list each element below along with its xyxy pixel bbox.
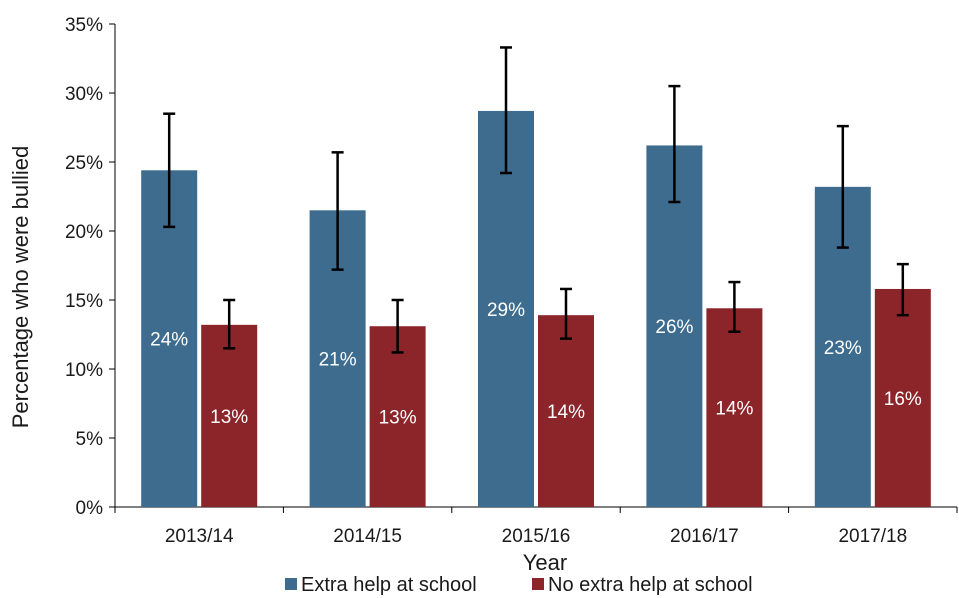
x-axis-title: Year <box>523 550 567 575</box>
y-tick-label: 25% <box>65 153 103 174</box>
x-tick-label: 2017/18 <box>838 526 907 547</box>
x-tick-label: 2013/14 <box>165 526 234 547</box>
data-label: 14% <box>715 399 753 420</box>
y-tick-label: 10% <box>65 360 103 381</box>
y-tick-label: 30% <box>65 84 103 105</box>
legend-swatch-extra-help <box>285 578 297 590</box>
y-tick-label: 0% <box>76 498 104 519</box>
bar <box>369 326 426 507</box>
data-labels: 24% 21% 29% 26% 23% 13% 13% 14% 14% 16% <box>150 300 922 429</box>
data-label: 13% <box>379 408 417 429</box>
legend-label-extra-help: Extra help at school <box>301 574 477 596</box>
bar <box>478 110 534 507</box>
error-bars <box>163 46 909 354</box>
data-label: 14% <box>547 402 585 423</box>
data-label: 13% <box>210 407 248 428</box>
data-label: 16% <box>884 389 922 410</box>
y-tick-label: 35% <box>65 15 103 36</box>
bar <box>538 315 594 507</box>
legend-swatch-no-extra-help <box>532 578 544 590</box>
legend: Extra help at school No extra help at sc… <box>285 574 753 596</box>
bar <box>201 324 258 507</box>
legend-label-no-extra-help: No extra help at school <box>548 574 753 596</box>
y-tick-label: 15% <box>65 291 103 312</box>
data-label: 21% <box>319 350 357 371</box>
bar <box>874 288 931 507</box>
y-tick-label: 20% <box>65 222 103 243</box>
y-axis-title: Percentage who were bullied <box>8 146 33 429</box>
y-axis: 0% 5% 10% 15% 20% 25% 30% 35% <box>65 15 116 519</box>
data-label: 26% <box>655 317 693 338</box>
data-label: 23% <box>824 338 862 359</box>
bars <box>141 110 931 508</box>
data-label: 24% <box>150 330 188 351</box>
x-tick-label: 2016/17 <box>670 526 739 547</box>
y-tick-label: 5% <box>76 429 104 450</box>
x-tick-label: 2015/16 <box>502 526 571 547</box>
data-label: 29% <box>487 300 525 321</box>
bar <box>706 308 763 507</box>
bar <box>646 145 703 507</box>
x-tick-label: 2014/15 <box>333 526 402 547</box>
x-axis: 2013/14 2014/15 2015/16 2016/17 2017/18 <box>114 506 958 547</box>
